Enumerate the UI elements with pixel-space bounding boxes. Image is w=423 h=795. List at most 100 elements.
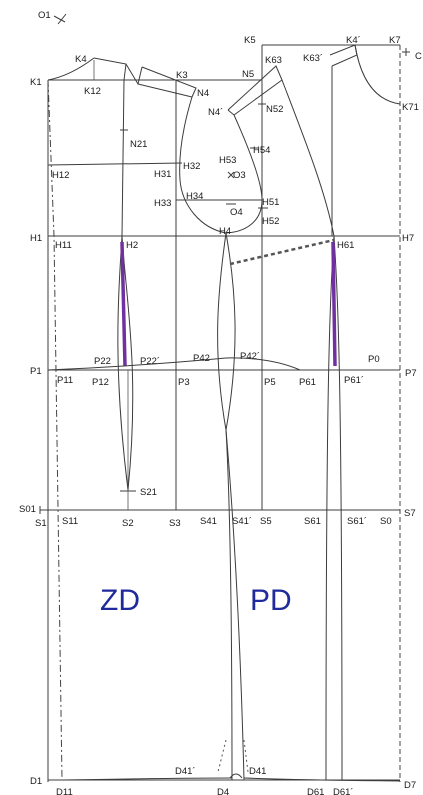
label-p3: P3 — [178, 377, 190, 388]
label-h51: H51 — [262, 197, 279, 208]
line-h12-h32 — [47, 162, 183, 166]
point-labels: O1 K1 K4 K12 K3 N4 N5 K5 K63 K63´ K4´ K7… — [19, 10, 422, 795]
label-s0: S0 — [380, 516, 392, 527]
label-h1: H1 — [30, 233, 42, 244]
label-d4: D4 — [217, 787, 229, 795]
label-n52: N52 — [266, 104, 283, 115]
label-k5: K5 — [244, 35, 256, 46]
label-h54: H54 — [253, 145, 270, 156]
label-n21: N21 — [130, 139, 147, 150]
label-d41: D41 — [249, 766, 266, 777]
label-d1: D1 — [30, 776, 42, 787]
label-o1: O1 — [38, 10, 51, 21]
back-dart-left — [117, 235, 129, 491]
label-h2: H2 — [126, 240, 138, 251]
label-s41: S41 — [200, 516, 217, 527]
back-panel-outline — [47, 44, 401, 237]
side-seam-dotted — [217, 739, 227, 773]
label-k63: K63 — [265, 55, 282, 66]
label-h4: H4 — [219, 226, 231, 237]
d4-notch — [229, 773, 243, 779]
label-s11: S11 — [62, 516, 78, 527]
label-h11: H11 — [55, 240, 72, 251]
label-s61p: S61´ — [347, 516, 367, 527]
dart-transfer-line — [229, 238, 335, 266]
label-k3: K3 — [176, 70, 188, 81]
label-s1: S1 — [35, 518, 47, 529]
label-k12: K12 — [84, 86, 101, 97]
back-dart-marker — [120, 241, 127, 367]
label-p11: P11 — [57, 375, 73, 386]
front-panel-label: PD — [250, 584, 292, 617]
label-p7: P7 — [405, 368, 417, 379]
label-s21: S21 — [140, 487, 157, 498]
label-h61: H61 — [337, 240, 354, 251]
label-p61: P61 — [299, 377, 316, 388]
label-p12: P12 — [92, 377, 109, 388]
label-n5: N5 — [242, 69, 254, 80]
label-h31: H31 — [154, 169, 171, 180]
label-p22p: P22´ — [140, 356, 160, 367]
front-shoulder-2 — [329, 44, 358, 67]
label-s41p: S41´ — [232, 516, 252, 527]
front-armhole — [225, 109, 263, 234]
label-s2: S2 — [122, 518, 134, 529]
markers — [39, 13, 410, 779]
o3-marker — [227, 171, 235, 179]
label-k4: K4 — [75, 54, 87, 65]
o1-marker — [53, 13, 67, 25]
label-k7: K7 — [389, 35, 401, 46]
label-h7: H7 — [402, 233, 414, 244]
label-s01: S01 — [19, 504, 36, 515]
label-d41p: D41´ — [175, 766, 196, 777]
back-shoulder-4 — [137, 66, 193, 98]
label-h32: H32 — [183, 161, 200, 172]
back-armhole — [179, 96, 227, 234]
label-p5: P5 — [264, 377, 276, 388]
label-h34: H34 — [186, 191, 203, 202]
label-k1: K1 — [30, 77, 42, 88]
front-neck-curve — [354, 44, 401, 105]
back-shoulder-3 — [125, 63, 139, 85]
label-d61: D61 — [307, 787, 324, 795]
back-princess-upper — [121, 79, 125, 237]
label-d61p: D61´ — [333, 787, 354, 795]
label-o3: O3 — [233, 170, 246, 181]
label-n4: N4 — [197, 88, 209, 99]
label-p42: P42 — [193, 353, 210, 364]
front-princess-upper — [281, 79, 335, 237]
hem-curve — [61, 777, 233, 781]
label-s3: S3 — [169, 518, 181, 529]
seams-and-darts — [47, 232, 401, 782]
back-shoulder — [93, 57, 127, 81]
back-shoulder-2 — [141, 66, 197, 98]
center-lines — [47, 79, 249, 781]
front-shoulder — [227, 65, 283, 116]
label-s61: S61 — [304, 516, 321, 527]
label-p61p: P61´ — [344, 375, 364, 386]
label-p0: P0 — [368, 354, 380, 365]
label-h53: H53 — [219, 155, 236, 166]
label-o4: O4 — [230, 207, 243, 218]
back-panel-label: ZD — [100, 584, 140, 617]
side-seam-left — [217, 232, 233, 781]
label-s5: S5 — [260, 516, 272, 527]
front-dart-marker — [331, 241, 337, 367]
label-c: C — [415, 51, 422, 62]
label-k71: K71 — [402, 102, 419, 113]
back-neck-curve — [47, 57, 95, 81]
label-p22: P22 — [94, 356, 111, 367]
label-p42p: P42´ — [240, 351, 260, 362]
label-k63p: K63´ — [303, 53, 323, 64]
label-n4p: N4´ — [208, 107, 223, 118]
front-seam-right — [333, 235, 343, 781]
label-d7: D7 — [404, 780, 416, 791]
side-seam-right — [225, 232, 245, 781]
label-p1: P1 — [30, 366, 42, 377]
hem-curve-right — [243, 777, 401, 782]
label-h33: H33 — [154, 198, 171, 209]
label-h52: H52 — [262, 216, 279, 227]
waist-curve — [47, 357, 301, 371]
label-h12: H12 — [52, 170, 69, 181]
